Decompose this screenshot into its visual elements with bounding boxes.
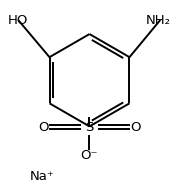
Text: O: O: [38, 121, 49, 134]
Text: Na⁺: Na⁺: [30, 170, 55, 183]
Text: O: O: [130, 121, 141, 134]
Text: S: S: [85, 121, 94, 134]
Text: HO: HO: [8, 14, 28, 27]
Text: O⁻: O⁻: [81, 149, 98, 162]
Text: NH₂: NH₂: [146, 14, 171, 27]
